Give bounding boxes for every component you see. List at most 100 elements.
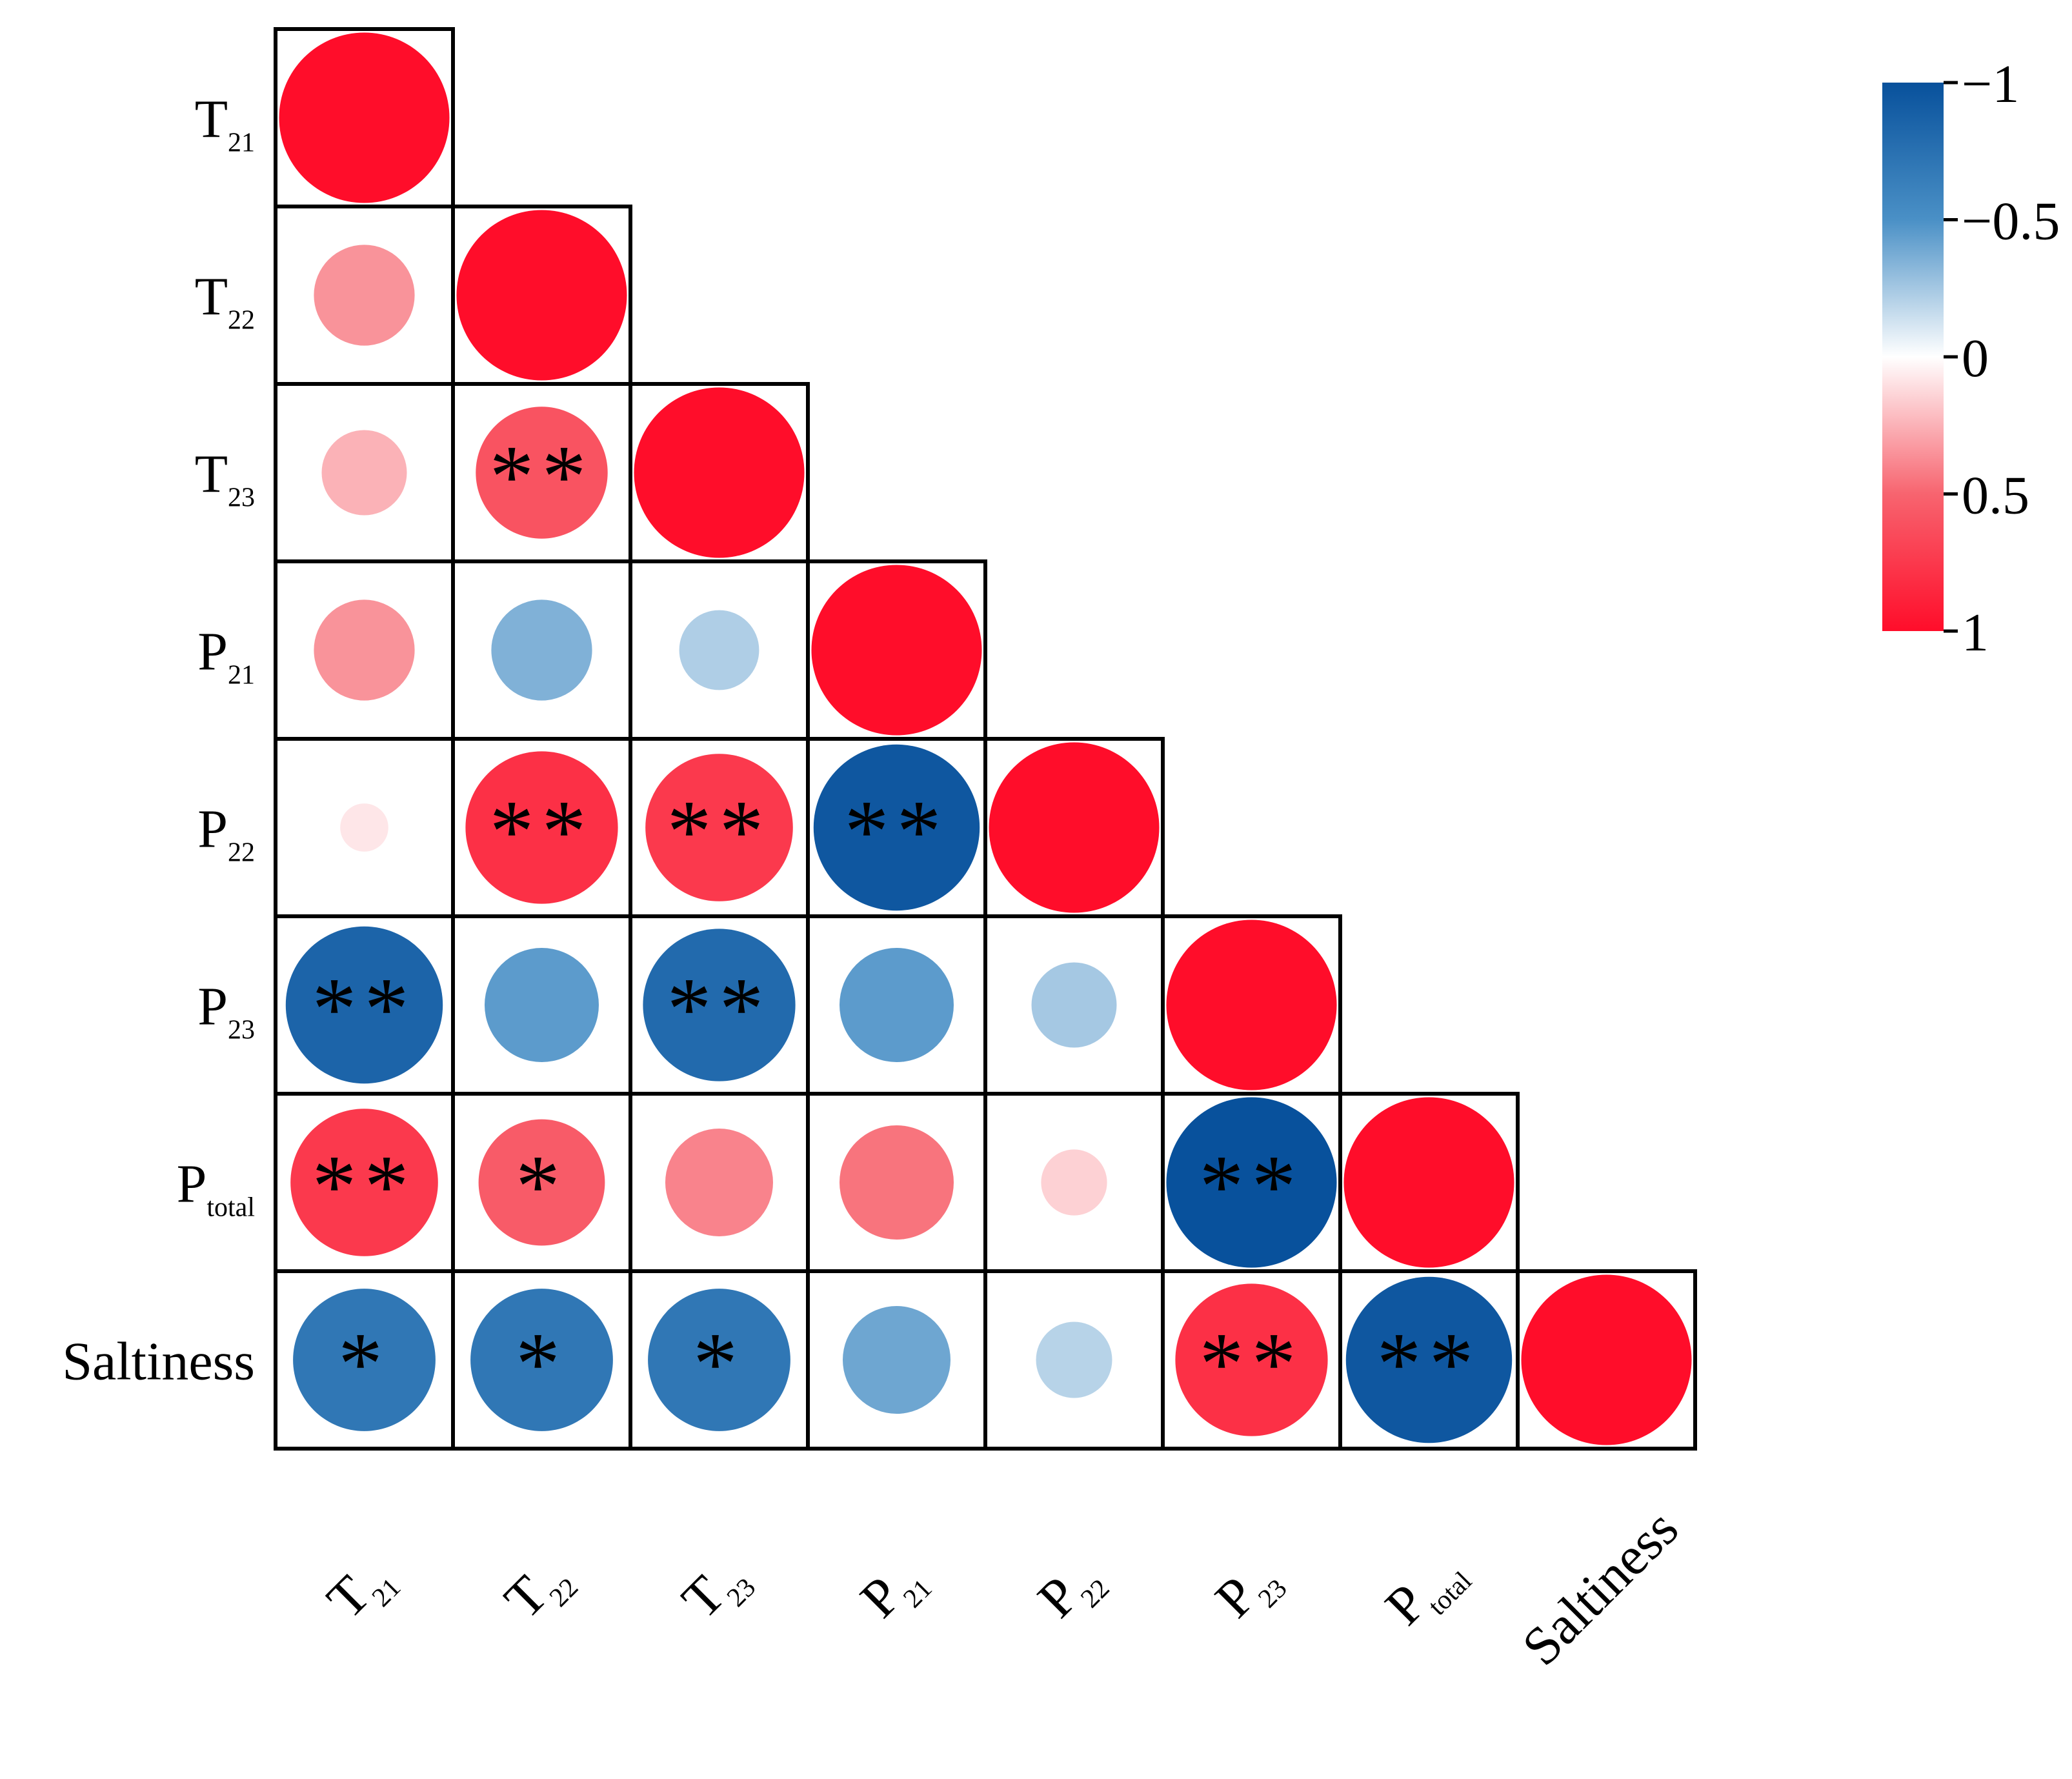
correlation-circle [1345, 1276, 1513, 1443]
cell-t-22-t-22 [451, 205, 632, 386]
cell-saltiness-t-22: * [451, 1269, 632, 1451]
cell-saltiness-p-23: ** [1161, 1269, 1342, 1451]
correlation-circle [470, 1289, 613, 1431]
cell-t-23-t-22: ** [451, 382, 632, 563]
cell-p-22-p-21: ** [806, 737, 987, 918]
correlation-circle [665, 1129, 773, 1236]
cell-p-total-p-21 [806, 1092, 987, 1273]
cell-p-23-t-21: ** [274, 914, 455, 1096]
cell-p-total-t-22: * [451, 1092, 632, 1273]
cell-p-total-p-23: ** [1161, 1092, 1342, 1273]
correlation-circle [679, 610, 759, 690]
y-axis-labels: T21 T22 T23 P21 P22 P23 Ptotal Saltiness [62, 90, 255, 1392]
cell-t-23-t-21 [274, 382, 455, 563]
cell-p-total-p-total [1338, 1092, 1520, 1273]
significance-marker: * [516, 1137, 568, 1236]
cell-p-23-p-23 [1161, 914, 1342, 1096]
cell-p-22-t-23: ** [629, 737, 810, 918]
correlation-circle [643, 929, 796, 1081]
correlation-circle [634, 387, 805, 558]
cell-p-23-p-22 [983, 914, 1165, 1096]
correlation-circle [1041, 1149, 1107, 1216]
y-label-t-21: T21 [195, 90, 255, 158]
significance-marker: ** [1377, 1314, 1482, 1413]
correlation-circle [321, 430, 407, 516]
cell-saltiness-p-21 [806, 1269, 987, 1451]
colorbar-tick-label: −0.5 [1962, 192, 2060, 252]
colorbar-tick-label: −1 [1962, 54, 2019, 114]
correlation-circle [293, 1289, 436, 1431]
cell-saltiness-t-23: * [629, 1269, 810, 1451]
significance-marker: ** [312, 960, 417, 1058]
colorbar-tick-label: 0.5 [1962, 466, 2029, 526]
x-label-p-22: P22 [1027, 1546, 1116, 1635]
correlation-circle [1175, 1283, 1328, 1436]
significance-marker: ** [1200, 1314, 1304, 1413]
correlation-circle [340, 803, 388, 852]
cell-p-total-p-22 [983, 1092, 1165, 1273]
correlation-circle [840, 1125, 954, 1240]
cell-p-23-t-23: ** [629, 914, 810, 1096]
y-label-saltiness: Saltiness [62, 1332, 255, 1392]
correlation-circle [314, 599, 415, 701]
correlation-circle [645, 754, 793, 901]
correlation-circle [843, 1306, 951, 1414]
cell-p-21-t-23 [629, 559, 810, 741]
x-label-t-21: T21 [316, 1545, 407, 1636]
cell-p-21-t-21 [274, 559, 455, 741]
correlation-circle [1036, 1322, 1112, 1398]
correlation-circle [290, 1109, 438, 1256]
significance-marker: ** [1200, 1137, 1304, 1236]
correlation-circle [1521, 1274, 1692, 1445]
x-label-p-total: Ptotal [1374, 1539, 1478, 1643]
cell-saltiness-saltiness [1516, 1269, 1697, 1451]
correlation-circle [811, 565, 982, 736]
cell-p-21-t-22 [451, 559, 632, 741]
y-label-t-22: T22 [195, 267, 255, 336]
cell-p-22-t-21 [274, 737, 455, 918]
correlation-circle [478, 1119, 605, 1246]
significance-marker: ** [490, 782, 594, 881]
colorbar: −1 −0.5 0 0.5 1 [1882, 54, 2060, 663]
correlation-circle [314, 245, 415, 346]
significance-marker: * [338, 1314, 390, 1413]
correlation-circle [840, 948, 954, 1062]
correlation-circle [491, 599, 592, 701]
significance-marker: ** [490, 427, 594, 526]
cell-saltiness-t-21: * [274, 1269, 455, 1451]
correlation-circle [989, 742, 1160, 913]
correlation-circle [648, 1289, 790, 1431]
x-label-t-23: T23 [670, 1545, 761, 1636]
significance-marker: ** [312, 1137, 417, 1236]
significance-marker: ** [667, 960, 772, 1058]
correlation-circle [285, 926, 443, 1084]
cell-t-22-t-21 [274, 205, 455, 386]
cell-p-total-t-21: ** [274, 1092, 455, 1273]
x-axis-labels: T21 T22 T23 P21 P22 P23 Ptotal Saltiness [316, 1498, 1689, 1677]
y-label-p-total: Ptotal [177, 1154, 255, 1223]
correlation-circle [465, 751, 618, 904]
correlation-circle [456, 210, 627, 381]
x-label-p-21: P21 [849, 1546, 938, 1635]
correlation-circle [279, 32, 450, 203]
correlation-circle [1166, 1097, 1337, 1268]
colorbar-tick-label: 0 [1962, 328, 1989, 388]
x-label-t-22: T22 [493, 1545, 584, 1636]
cell-t-21-t-21 [274, 27, 455, 208]
y-label-p-22: P22 [197, 799, 255, 868]
correlation-circle [813, 744, 980, 911]
cell-p-total-t-23 [629, 1092, 810, 1273]
significance-marker: ** [845, 782, 949, 881]
cell-p-23-t-22 [451, 914, 632, 1096]
y-label-p-23: P23 [197, 977, 255, 1045]
heatmap-cells: **** ** **** **** * *** * * ** ** [274, 27, 1697, 1451]
significance-marker: ** [667, 782, 772, 881]
y-label-t-23: T23 [195, 445, 255, 513]
correlation-circle [1031, 962, 1117, 1048]
correlation-circle [476, 407, 608, 539]
x-label-saltiness: Saltiness [1511, 1498, 1690, 1677]
cell-p-23-p-21 [806, 914, 987, 1096]
significance-marker: * [516, 1314, 568, 1413]
cell-p-21-p-21 [806, 559, 987, 741]
